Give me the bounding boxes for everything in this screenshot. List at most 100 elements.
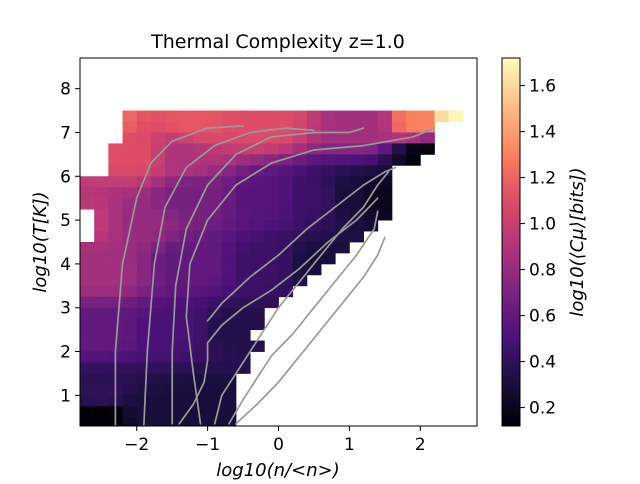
heatmap-cells	[80, 110, 464, 427]
heatmap-cell	[179, 417, 194, 427]
heatmap-cell	[349, 154, 364, 166]
heatmap-cell	[122, 143, 138, 155]
heatmap-cell	[250, 209, 265, 221]
heatmap-cell	[264, 154, 279, 166]
heatmap-cell	[221, 242, 237, 254]
heatmap-cell	[122, 417, 138, 427]
heatmap-cell	[235, 231, 251, 243]
heatmap-cell	[108, 274, 123, 287]
heatmap-cell	[136, 340, 152, 352]
heatmap-cell	[108, 252, 123, 265]
heatmap-cell	[363, 121, 379, 133]
heatmap-cell	[122, 274, 138, 287]
heatmap-cell	[221, 165, 237, 177]
heatmap-cell	[94, 231, 109, 243]
heatmap-cell	[221, 198, 237, 210]
heatmap-cell	[221, 307, 237, 320]
y-tick-label: 8	[60, 80, 71, 100]
heatmap-cell	[335, 121, 350, 133]
heatmap-cell	[250, 176, 265, 188]
heatmap-cell	[321, 252, 336, 265]
heatmap-cell	[108, 176, 123, 188]
heatmap-cell	[335, 209, 350, 221]
heatmap-cell	[94, 176, 109, 188]
heatmap-cell	[264, 263, 279, 276]
heatmap-cell	[250, 307, 265, 320]
heatmap-cell	[292, 187, 308, 199]
heatmap-cell	[363, 187, 379, 199]
heatmap-cell	[193, 220, 209, 232]
heatmap-cell	[136, 274, 152, 287]
heatmap-cell	[292, 198, 308, 210]
heatmap-cell	[264, 231, 279, 243]
colorbar-label: log10(⟨Cμ⟩[bits])	[567, 167, 588, 316]
heatmap-cell	[292, 209, 308, 221]
heatmap-cell	[250, 296, 265, 309]
heatmap-cell	[136, 242, 152, 254]
heatmap-cell	[94, 307, 109, 320]
heatmap-cell	[165, 285, 180, 298]
heatmap-cell	[292, 176, 308, 188]
heatmap-cell	[80, 318, 95, 331]
heatmap-cell	[193, 252, 209, 265]
heatmap-cell	[278, 198, 294, 210]
heatmap-cell	[278, 110, 294, 122]
heatmap-cell	[235, 132, 251, 144]
heatmap-cell	[207, 351, 223, 363]
heatmap-cell	[292, 231, 308, 243]
heatmap-cell	[80, 340, 95, 352]
heatmap-cell	[94, 406, 109, 418]
heatmap-cell	[136, 187, 152, 199]
heatmap-cell	[306, 220, 322, 232]
contour-line	[213, 171, 390, 425]
heatmap-cell	[94, 274, 109, 287]
heatmap-cell	[193, 296, 209, 309]
heatmap-cell	[165, 132, 180, 144]
heatmap-cell	[207, 110, 223, 122]
heatmap-cell	[221, 417, 237, 427]
y-tick-label: 3	[60, 299, 71, 319]
heatmap-cell	[122, 176, 138, 188]
heatmap-cell	[406, 143, 421, 155]
heatmap-cell	[80, 307, 95, 320]
heatmap-cell	[122, 209, 138, 221]
heatmap-cell	[136, 263, 152, 276]
heatmap-cell	[122, 395, 138, 407]
heatmap-cell	[193, 307, 209, 320]
heatmap-cell	[221, 329, 237, 341]
heatmap-cell	[335, 198, 350, 210]
heatmap-cell	[136, 296, 152, 309]
heatmap-cell	[165, 143, 180, 155]
heatmap-cell	[136, 121, 152, 133]
heatmap-cell	[377, 187, 393, 199]
heatmap-cell	[278, 220, 294, 232]
heatmap-cell	[235, 242, 251, 254]
heatmap-cell	[264, 132, 279, 144]
heatmap-cell	[122, 340, 138, 352]
heatmap-cell	[150, 165, 166, 177]
heatmap-cell	[335, 143, 350, 155]
heatmap-cell	[306, 198, 322, 210]
heatmap-cell	[108, 329, 123, 341]
colorbar-tick-label: 1.2	[529, 169, 556, 189]
heatmap-cell	[193, 406, 209, 418]
heatmap-cell	[235, 187, 251, 199]
heatmap-cell	[292, 143, 308, 155]
heatmap-cell	[264, 220, 279, 232]
heatmap-cell	[94, 220, 109, 232]
heatmap-cell	[179, 209, 194, 221]
heatmap-cell	[221, 373, 237, 385]
heatmap-cell	[150, 231, 166, 243]
heatmap-cell	[250, 154, 265, 166]
heatmap-cell	[193, 209, 209, 221]
y-tick-label: 7	[60, 123, 71, 143]
heatmap-cell	[150, 220, 166, 232]
heatmap-cell	[292, 110, 308, 122]
heatmap-cell	[193, 121, 209, 133]
x-tick-label: 2	[415, 435, 426, 455]
heatmap-cell	[306, 242, 322, 254]
heatmap-cell	[391, 154, 407, 166]
heatmap-cell	[278, 285, 294, 298]
heatmap-cell	[335, 231, 350, 243]
heatmap-cell	[292, 121, 308, 133]
